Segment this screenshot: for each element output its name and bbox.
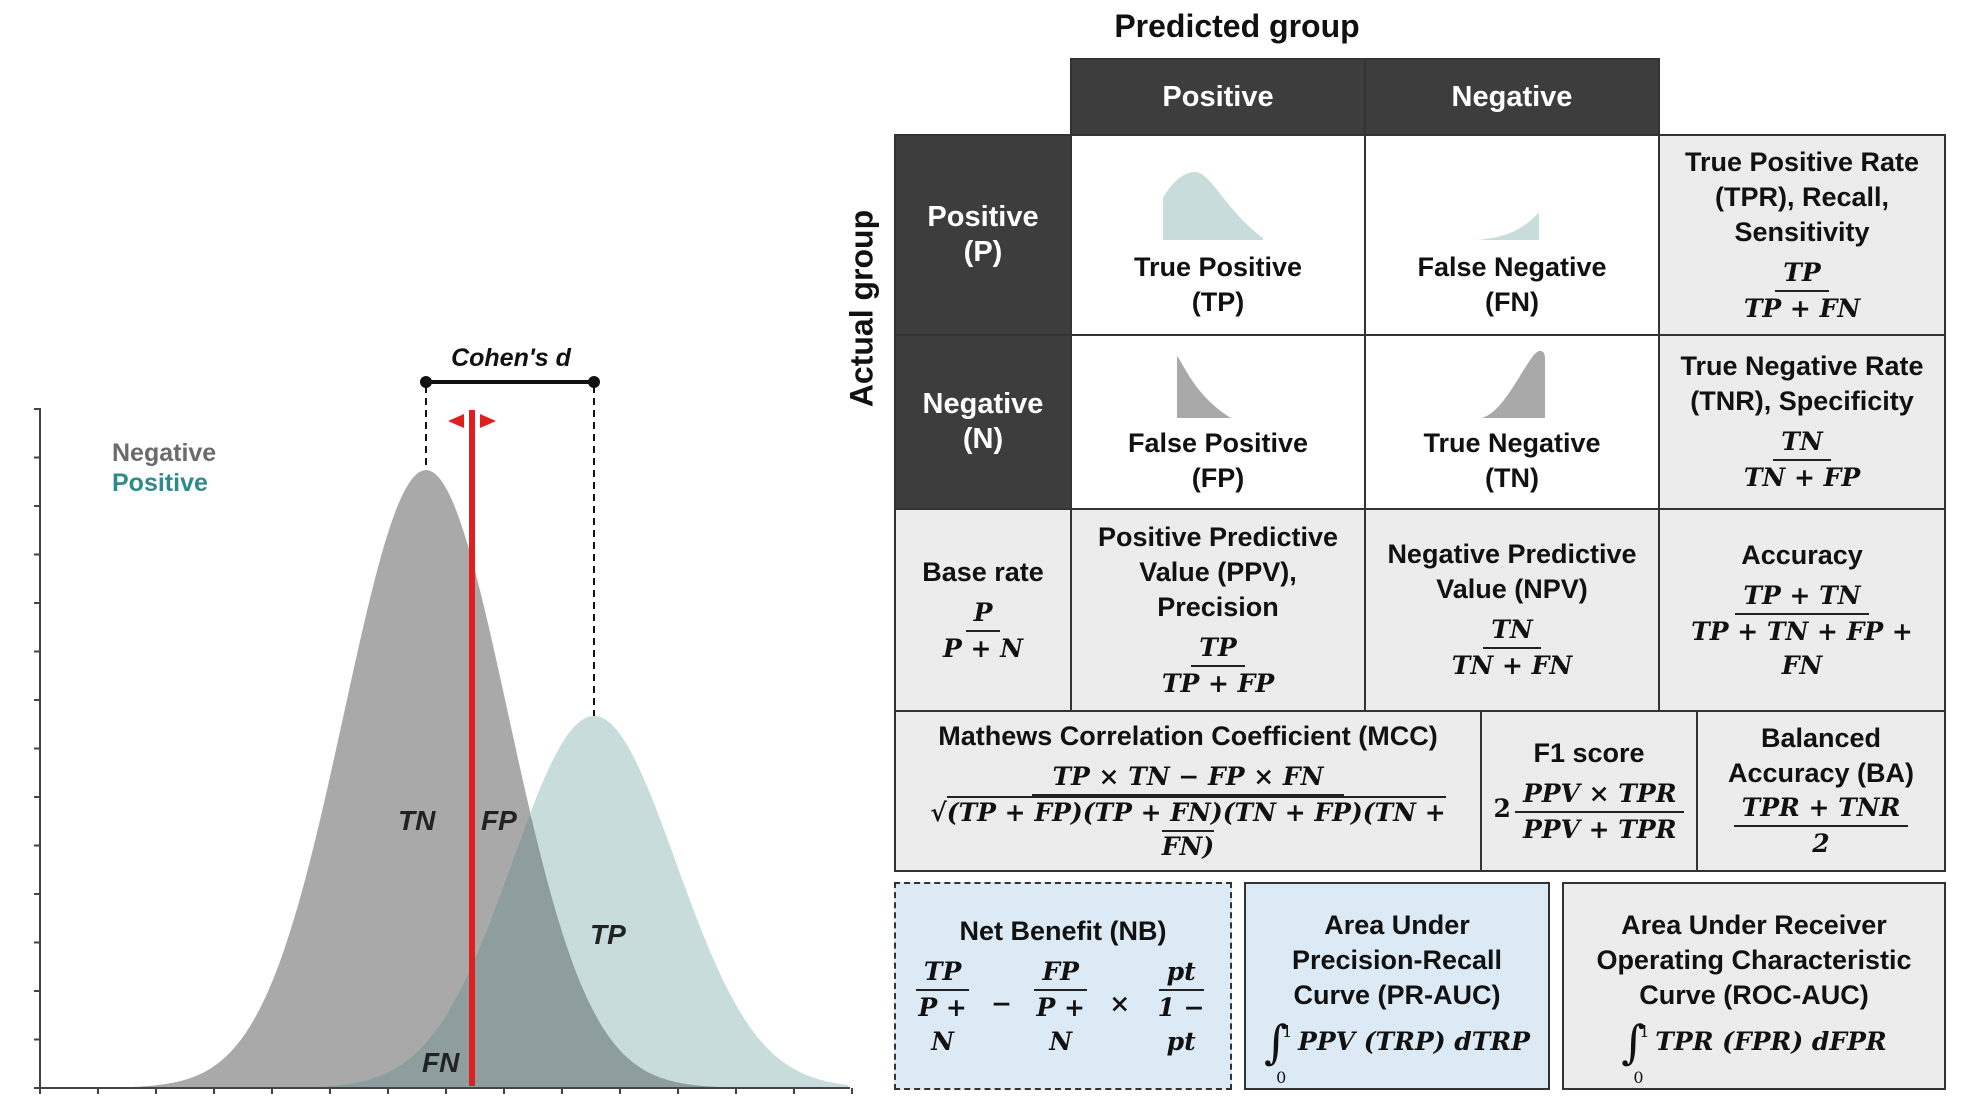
cohens-d-label: Cohen's d bbox=[451, 344, 572, 372]
region-tn-label: TN bbox=[398, 805, 436, 836]
npv-formula: TN TN + FN bbox=[1451, 615, 1573, 680]
distribution-curves bbox=[40, 470, 848, 1088]
tnr-formula: TN TN + FP bbox=[1743, 427, 1861, 492]
region-fn-label: FN bbox=[422, 1047, 460, 1078]
ba-formula: TPR + TNR 2 bbox=[1733, 791, 1909, 861]
fp-curve-icon bbox=[1177, 356, 1231, 418]
false-negative-cell: False Negative (FN) bbox=[1364, 134, 1660, 336]
tpr-cell: True Positive Rate (TPR), Recall, Sensit… bbox=[1658, 134, 1946, 336]
pr-auc-formula: ∫ 1 0 PPV (TRP) dTRP bbox=[1264, 1014, 1530, 1087]
f1-score-cell: F1 score 2 PPV × TPR PPV + TPR bbox=[1480, 710, 1698, 872]
axis-ticks bbox=[34, 408, 853, 1094]
true-positive-cell: True Positive (TP) bbox=[1070, 134, 1366, 336]
negative-distribution bbox=[40, 470, 848, 1088]
f1-formula: PPV × TPR PPV + TPR bbox=[1514, 777, 1685, 847]
actual-group-title: Actual group bbox=[843, 209, 880, 408]
pr-auc-cell: Area Under Precision-Recall Curve (PR-AU… bbox=[1244, 882, 1550, 1090]
pred-negative-header: Negative bbox=[1364, 58, 1660, 136]
tpr-formula: TP TP + FN bbox=[1743, 257, 1861, 323]
tp-curve-icon bbox=[1163, 172, 1263, 240]
accuracy-cell: Accuracy TP + TN TP + TN + FP + FN bbox=[1658, 508, 1946, 712]
balanced-accuracy-cell: Balanced Accuracy (BA) TPR + TNR 2 bbox=[1696, 710, 1946, 872]
cohens-d-right-dot bbox=[588, 376, 600, 388]
tn-curve-icon bbox=[1481, 350, 1545, 418]
fn-curve-icon bbox=[1477, 212, 1539, 240]
roc-auc-formula: ∫ 1 0 TPR (FPR) dFPR bbox=[1621, 1014, 1887, 1087]
mcc-formula: TP × TN − FP × FN √(TP + FP)(TP + FN)(TN… bbox=[930, 761, 1446, 861]
base-rate-cell: Base rate P P + N bbox=[894, 508, 1072, 712]
predicted-group-title: Predicted group bbox=[1114, 8, 1360, 44]
npv-cell: Negative Predictive Value (NPV) TN TN + … bbox=[1364, 508, 1660, 712]
threshold-right-arrow-icon bbox=[480, 414, 496, 428]
actual-positive-header: Positive (P) bbox=[894, 134, 1072, 336]
true-negative-cell: True Negative (TN) bbox=[1364, 334, 1660, 510]
net-benefit-cell: Net Benefit (NB) TP P + N − FP P + N × p… bbox=[894, 882, 1232, 1090]
tnr-cell: True Negative Rate (TNR), Specificity TN… bbox=[1658, 334, 1946, 510]
legend-positive: Positive bbox=[112, 469, 208, 497]
base-rate-formula: P P + N bbox=[942, 597, 1023, 663]
pred-positive-header: Positive bbox=[1070, 58, 1366, 136]
accuracy-formula: TP + TN TP + TN + FP + FN bbox=[1691, 580, 1913, 680]
integral-icon: ∫ 1 0 bbox=[1621, 1014, 1650, 1087]
actual-negative-header: Negative (N) bbox=[894, 334, 1072, 510]
distribution-plot: Cohen's d Negative Positive TN FP TP FN bbox=[34, 344, 853, 1094]
region-tp-label: TP bbox=[590, 919, 626, 950]
threshold-left-arrow-icon bbox=[448, 414, 464, 428]
overlap-region bbox=[40, 813, 848, 1088]
integral-icon: ∫ 1 0 bbox=[1264, 1014, 1293, 1087]
region-fp-label: FP bbox=[481, 805, 517, 836]
ppv-cell: Positive Predictive Value (PPV), Precisi… bbox=[1070, 508, 1366, 712]
mcc-cell: Mathews Correlation Coefficient (MCC) TP… bbox=[894, 710, 1482, 872]
ppv-formula: TP TP + FP bbox=[1161, 632, 1275, 698]
net-benefit-formula: TP P + N − FP P + N × pt 1 − pt bbox=[896, 949, 1230, 1059]
legend-negative: Negative bbox=[112, 439, 216, 467]
cohens-d-left-dot bbox=[420, 376, 432, 388]
false-positive-cell: False Positive (FP) bbox=[1070, 334, 1366, 510]
roc-auc-cell: Area Under Receiver Operating Characteri… bbox=[1562, 882, 1946, 1090]
positive-distribution bbox=[40, 716, 848, 1088]
